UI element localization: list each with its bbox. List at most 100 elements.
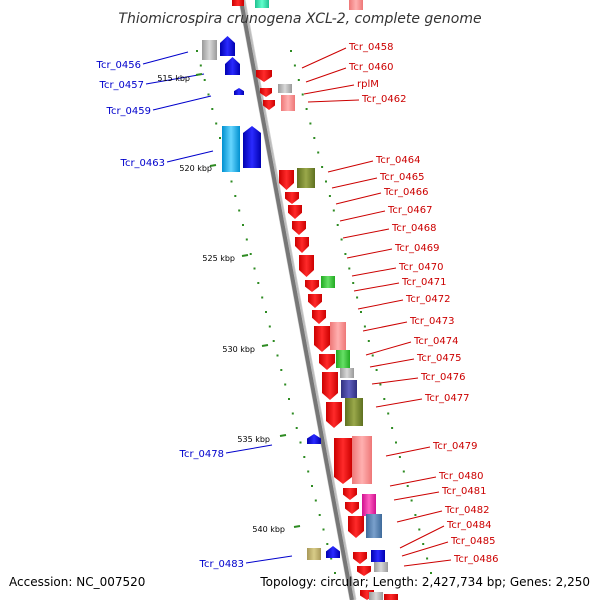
leader-line — [142, 51, 189, 65]
gene-arrow — [319, 354, 335, 370]
gene-box — [352, 436, 372, 484]
gene-arrow — [343, 488, 357, 500]
scale-tick-label: 515 kbp — [157, 74, 190, 83]
guide-dot — [317, 151, 320, 154]
gene-box — [281, 95, 295, 111]
gene-label-left: Tcr_0459 — [106, 106, 151, 117]
leader-line — [375, 398, 423, 408]
guide-dot — [360, 311, 362, 313]
guide-dot — [290, 50, 292, 52]
guide-dot — [418, 528, 421, 531]
leader-line — [401, 541, 449, 557]
gene-label-right: Tcr_0476 — [420, 372, 465, 383]
guide-dot — [356, 296, 359, 299]
guide-dot — [272, 340, 275, 342]
gene-label-right: Tcr_0466 — [383, 187, 428, 198]
guide-dot — [383, 398, 386, 400]
leader-line — [399, 525, 445, 549]
guide-dot — [219, 137, 221, 139]
guide-dot — [203, 79, 206, 81]
leader-line — [303, 84, 355, 95]
gene-label-right: Tcr_0475 — [416, 353, 461, 364]
gene-box — [255, 0, 269, 8]
guide-dot — [309, 122, 312, 125]
gene-label-right: Tcr_0481 — [441, 486, 486, 497]
gene-label-right: Tcr_0458 — [348, 42, 393, 53]
gene-label-right: Tcr_0467 — [387, 205, 432, 216]
leader-line — [145, 73, 205, 85]
leader-line — [305, 67, 347, 83]
gene-box — [307, 548, 321, 560]
gene-arrow — [263, 100, 275, 110]
gene-box — [340, 368, 354, 378]
gene-label-right: Tcr_0472 — [405, 294, 450, 305]
guide-dot — [371, 354, 374, 357]
guide-dot — [336, 224, 339, 226]
scale-tick-mark — [209, 164, 217, 167]
gene-box — [330, 322, 346, 350]
leader-line — [342, 228, 390, 239]
guide-dot — [257, 282, 260, 284]
gene-arrow — [348, 516, 364, 538]
leader-line — [152, 95, 212, 111]
guide-dot — [352, 282, 355, 284]
guide-dot — [328, 195, 331, 197]
gene-arrow — [220, 36, 235, 56]
leader-line — [307, 99, 360, 103]
gene-arrow — [234, 88, 244, 95]
guide-dot — [311, 485, 313, 487]
scale-tick-label: 520 kbp — [179, 164, 212, 173]
gene-box — [232, 0, 244, 6]
leader-line — [403, 559, 452, 567]
guide-dot — [326, 543, 329, 545]
gene-arrow — [256, 70, 272, 82]
guide-dot — [211, 108, 214, 110]
leader-line — [357, 299, 404, 310]
gene-label-left: Tcr_0456 — [96, 60, 141, 71]
map-title: Thiomicrospira crunogena XCL-2, complete… — [118, 11, 481, 27]
leader-line — [365, 341, 412, 356]
guide-dot — [334, 572, 336, 574]
leader-line — [353, 282, 400, 292]
gene-arrow — [312, 310, 326, 324]
gene-box — [362, 494, 376, 516]
guide-dot — [268, 325, 271, 328]
guide-dot — [253, 267, 256, 270]
guide-dot — [288, 398, 290, 400]
gene-box — [345, 398, 363, 426]
gene-label-right: Tcr_0485 — [450, 536, 495, 547]
guide-dot — [199, 64, 202, 67]
gene-arrow — [279, 170, 294, 190]
gene-box — [222, 126, 240, 172]
guide-dot — [280, 369, 283, 371]
gene-arrow — [308, 294, 322, 308]
guide-dot — [322, 528, 325, 531]
guide-dot — [340, 238, 343, 241]
gene-arrow — [307, 434, 321, 444]
gene-label-right: Tcr_0479 — [432, 441, 477, 452]
leader-line — [331, 177, 378, 189]
scale-tick-mark — [261, 344, 269, 347]
leader-line — [301, 47, 347, 69]
guide-dot — [318, 514, 321, 516]
backbone-line — [239, 0, 354, 600]
leader-line — [371, 377, 419, 385]
guide-dot — [375, 369, 378, 371]
guide-dot — [295, 427, 298, 429]
guide-dot — [344, 253, 347, 255]
gene-arrow — [326, 546, 340, 558]
gene-label-right: rplM — [357, 79, 379, 90]
gene-label-left: Tcr_0483 — [199, 559, 244, 570]
gene-box — [336, 350, 350, 368]
guide-dot — [276, 354, 279, 357]
gene-box — [278, 84, 292, 93]
gene-arrow — [292, 221, 306, 235]
scale-ticks: 515 kbp 520 kbp 525 kbp 530 kbp 535 kbp 540 k… — [157, 73, 301, 534]
scale-tick-label: 535 kbp — [237, 435, 270, 444]
gene-box — [384, 594, 398, 600]
dotted-guides — [196, 50, 432, 574]
gene-label-right: Tcr_0471 — [401, 277, 446, 288]
guide-dot — [261, 296, 264, 299]
scale-tick-mark — [279, 434, 287, 437]
